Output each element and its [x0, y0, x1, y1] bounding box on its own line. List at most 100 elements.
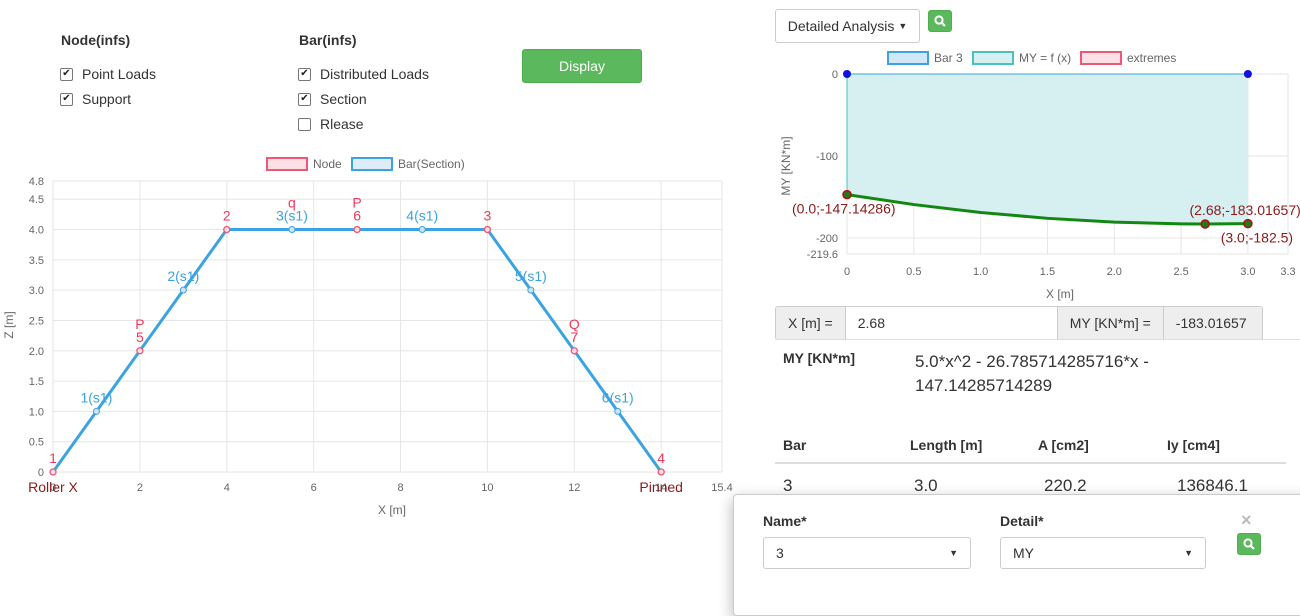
point-loads-label: Point Loads: [82, 66, 156, 82]
node-point[interactable]: [223, 225, 231, 234]
section-point[interactable]: [418, 226, 426, 233]
display-button[interactable]: Display: [522, 49, 642, 83]
legend-node-label: Node: [313, 157, 342, 171]
extreme-label-start: (0.0;-147.14286): [792, 201, 896, 217]
y-tick-label: 2.5: [29, 315, 44, 327]
extreme-point[interactable]: [1243, 218, 1253, 229]
chart-points: [842, 70, 1253, 229]
y-tick-label: 4.0: [29, 225, 44, 237]
detail-select[interactable]: MY ▼: [1000, 537, 1206, 569]
support-label: Support: [82, 91, 132, 107]
section-point[interactable]: [288, 226, 296, 233]
node-point[interactable]: [49, 468, 57, 476]
formula-label: MY [KN*m]: [783, 350, 856, 366]
x-tick-label: 0: [844, 266, 850, 278]
y-tick-label: 4.8: [29, 176, 44, 188]
node-point[interactable]: [570, 347, 578, 355]
distributed-loads-checkbox[interactable]: ✔ Distributed Loads: [298, 66, 429, 82]
node-label-6: 6: [353, 208, 361, 224]
x-my-input-group: X [m] = 2.68 MY [KN*m] = -183.01657: [775, 306, 1263, 340]
my-output: -183.01657: [1163, 307, 1262, 339]
divider: [775, 339, 1300, 340]
y-tick-label: 3.0: [29, 285, 44, 297]
x-tick-label: 12: [568, 482, 580, 494]
support-checkbox[interactable]: ✔ Support: [60, 91, 131, 107]
x-tick-label: 2: [137, 482, 143, 494]
detailed-analysis-dropdown[interactable]: Detailed Analysis ▼: [775, 9, 920, 43]
node-point[interactable]: [353, 225, 361, 234]
bar3-point[interactable]: [1243, 70, 1252, 78]
name-select-value: 3: [776, 545, 784, 561]
dropdown-label: Detailed Analysis: [787, 18, 895, 34]
section-checkbox[interactable]: ✔ Section: [298, 91, 367, 107]
section-point[interactable]: [527, 286, 535, 294]
legend-bar-label: Bar(Section): [398, 157, 465, 171]
extreme-point[interactable]: [1200, 219, 1210, 229]
legend-node-swatch[interactable]: [266, 157, 308, 171]
table-header-length: Length [m]: [910, 437, 983, 453]
y-tick-label: -100: [816, 151, 838, 163]
y-axis-ticks: 4.8 4.5 4.0 3.5 3.0 2.5 2.0 1.5 1.0 0.5 0: [29, 176, 44, 479]
x-tick-label: 2.5: [1173, 266, 1188, 278]
distributed-loads-label: Distributed Loads: [320, 66, 429, 82]
legend-bar-swatch[interactable]: [351, 157, 393, 171]
extreme-label-end: (3.0;-182.5): [1221, 230, 1293, 246]
name-field-label: Name*: [763, 513, 807, 529]
formula-line-2: 147.14285714289: [915, 376, 1053, 395]
formula-text: 5.0*x^2 - 26.785714285716*x - 147.142857…: [915, 350, 1149, 398]
checkbox-box[interactable]: ✔: [60, 67, 73, 81]
modal-search-button[interactable]: [1237, 533, 1261, 555]
checkbox-box[interactable]: ✔: [298, 92, 311, 106]
y-tick-label: -219.6: [807, 249, 838, 261]
y-tick-label: 2.0: [29, 346, 44, 358]
extreme-point[interactable]: [842, 189, 852, 200]
section-point[interactable]: [92, 407, 100, 415]
release-checkbox[interactable]: Rlease: [298, 116, 364, 132]
node-point[interactable]: [136, 347, 144, 355]
checkbox-box[interactable]: [298, 117, 311, 131]
table-header-area: A [cm2]: [1038, 437, 1089, 453]
checkbox-box[interactable]: ✔: [298, 67, 311, 81]
node-point[interactable]: [657, 468, 665, 476]
close-icon[interactable]: ×: [1241, 510, 1252, 530]
support-label-roller: Roller X: [28, 479, 78, 495]
section-point[interactable]: [179, 286, 187, 294]
legend-extremes-label: extremes: [1127, 51, 1176, 65]
y-tick-label: 0: [832, 69, 838, 81]
load-label-q3: q: [288, 195, 296, 211]
extreme-label-max: (2.68;-183.01657): [1189, 202, 1300, 218]
load-label-p6: P: [352, 195, 361, 211]
chart-labels: 1 2 3 4 5 6 7 P P Q q 1(s1) 2(s1) 3(s1) …: [28, 195, 683, 496]
point-loads-checkbox[interactable]: ✔ Point Loads: [60, 66, 156, 82]
x-tick-label: 15.4: [711, 482, 732, 494]
detail-select-value: MY: [1013, 545, 1034, 561]
formula-line-1: 5.0*x^2 - 26.785714285716*x -: [915, 352, 1149, 371]
x-tick-label: 6: [311, 482, 317, 494]
selection-modal: Name* 3 ▼ Detail* MY ▼ ×: [733, 494, 1300, 616]
caret-down-icon: ▼: [1184, 548, 1193, 558]
legend-bar3-swatch[interactable]: [887, 51, 929, 65]
legend-my-swatch[interactable]: [972, 51, 1014, 65]
chart-points: [49, 225, 665, 476]
node-point[interactable]: [483, 225, 492, 234]
bar3-point[interactable]: [843, 70, 851, 78]
section-label-3: 3(s1): [276, 208, 308, 224]
detail-field-label: Detail*: [1000, 513, 1044, 529]
y-axis-ticks: 0 -100 -200 -219.6: [807, 69, 838, 261]
table-cell-inertia: 136846.1: [1177, 476, 1248, 495]
section-point[interactable]: [614, 407, 622, 415]
x-tick-label: 4: [224, 482, 230, 494]
section-label-5: 5(s1): [515, 268, 547, 284]
search-button[interactable]: [928, 10, 952, 32]
node-options-title: Node(infs): [61, 32, 131, 48]
y-tick-label: 4.5: [29, 194, 44, 206]
legend-extremes-swatch[interactable]: [1080, 51, 1122, 65]
table-cell-bar: 3: [783, 476, 793, 495]
section-label-1: 1(s1): [80, 389, 112, 405]
checkbox-box[interactable]: ✔: [60, 92, 73, 106]
x-axis-label: X [m]: [1046, 287, 1074, 301]
name-select[interactable]: 3 ▼: [763, 537, 971, 569]
x-input[interactable]: 2.68: [845, 307, 1057, 339]
legend-bar3-label: Bar 3: [934, 51, 963, 65]
x-tick-label: 2.0: [1107, 266, 1122, 278]
